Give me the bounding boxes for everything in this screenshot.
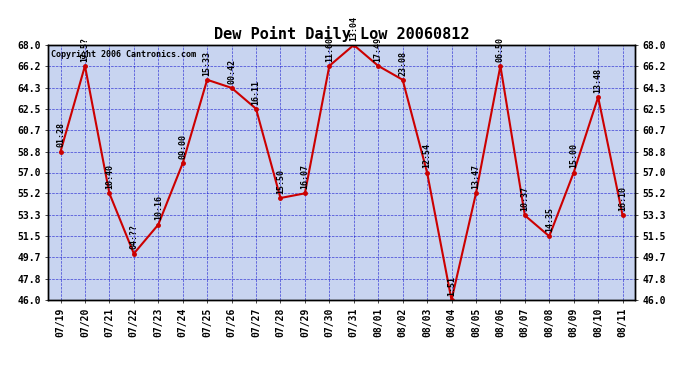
- Text: 12:54: 12:54: [422, 143, 431, 168]
- Text: 16:11: 16:11: [252, 80, 261, 105]
- Text: 10:37: 10:37: [520, 186, 529, 211]
- Text: 15:50: 15:50: [276, 169, 285, 194]
- Text: 11:60: 11:60: [325, 37, 334, 62]
- Text: 23:08: 23:08: [398, 51, 407, 76]
- Text: 16:10: 16:10: [618, 186, 627, 211]
- Text: 09:00: 09:00: [178, 134, 187, 159]
- Text: 15:33: 15:33: [203, 51, 212, 76]
- Text: 04:??: 04:??: [129, 225, 138, 249]
- Text: 13:48: 13:48: [593, 68, 602, 93]
- Text: 01:28: 01:28: [56, 123, 65, 147]
- Text: 10:16: 10:16: [154, 195, 163, 220]
- Text: 17:49: 17:49: [374, 37, 383, 62]
- Text: 13:47: 13:47: [471, 164, 480, 189]
- Title: Dew Point Daily Low 20060812: Dew Point Daily Low 20060812: [214, 27, 469, 42]
- Text: Copyright 2006 Cantronics.com: Copyright 2006 Cantronics.com: [51, 50, 196, 59]
- Text: 17:5?: 17:5?: [81, 37, 90, 62]
- Text: 15:00: 15:00: [569, 143, 578, 168]
- Text: 10:40: 10:40: [105, 164, 114, 189]
- Text: 1:51: 1:51: [447, 276, 456, 296]
- Text: 13:04: 13:04: [349, 16, 358, 41]
- Text: 00:42: 00:42: [227, 59, 236, 84]
- Text: 06:50: 06:50: [496, 37, 505, 62]
- Text: 14:35: 14:35: [545, 207, 554, 232]
- Text: 16:07: 16:07: [300, 164, 309, 189]
